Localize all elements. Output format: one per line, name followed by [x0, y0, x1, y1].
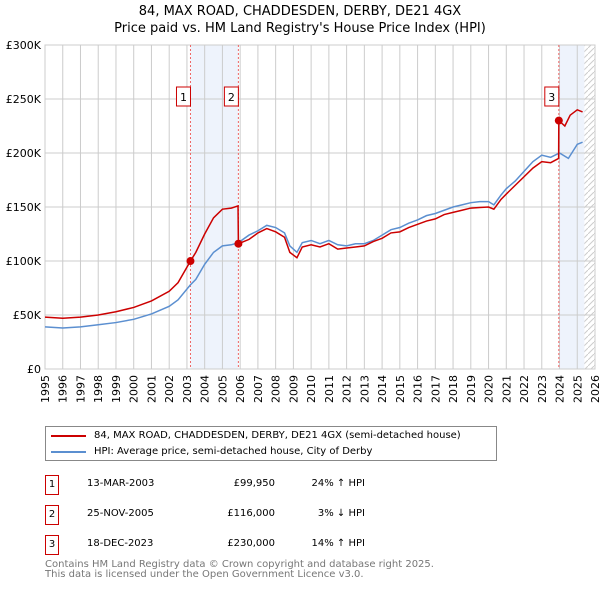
y-tick-label: £300K: [6, 39, 42, 52]
x-tick-label: 2010: [305, 375, 318, 403]
x-tick-label: 2016: [412, 375, 425, 403]
x-tick-label: 2015: [394, 375, 407, 403]
sale-point: [554, 116, 563, 125]
x-tick-label: 2021: [500, 375, 513, 403]
legend: 84, MAX ROAD, CHADDESDEN, DERBY, DE21 4G…: [45, 426, 497, 461]
price-chart: 1995 1996 1997 1998 1999 2000 2001 2002 2003 2004…: [6, 39, 600, 403]
sale-label: 3: [548, 91, 555, 104]
sale-hpi: 24% ↑ HPI: [311, 478, 365, 489]
sale-label-box: [175, 86, 191, 107]
x-tick-label: 2006: [234, 375, 247, 403]
sale-point: [234, 239, 243, 248]
y-tick-label: £0: [27, 363, 41, 376]
legend-property: 84, MAX ROAD, CHADDESDEN, DERBY, DE21 4G…: [94, 430, 461, 441]
sale-badge: 1: [45, 475, 59, 495]
x-tick-label: 2026: [589, 375, 600, 403]
sale-label-box: [544, 86, 560, 107]
x-tick-label: 2025: [571, 375, 584, 403]
sale-price: £230,000: [227, 538, 275, 549]
x-tick-label: 2003: [181, 375, 194, 403]
sale-date: 18-DEC-2023: [87, 538, 154, 549]
legend-red-line: [51, 434, 86, 437]
sale-point: [186, 257, 195, 266]
x-tick-label: 2019: [465, 375, 478, 403]
footer: Contains HM Land Registry data © Crown c…: [45, 560, 434, 580]
x-tick-label: 2001: [145, 375, 158, 403]
sale-price: £99,950: [233, 478, 275, 489]
x-tick-label: 1997: [74, 375, 87, 403]
sale-hpi: 3% ↓ HPI: [317, 508, 365, 519]
x-tick-label: 2017: [429, 375, 442, 403]
x-tick-label: 1999: [110, 375, 123, 403]
x-tick-label: 1998: [92, 375, 105, 403]
sale-date: 13-MAR-2003: [87, 478, 155, 489]
sale-badge: 2: [45, 505, 59, 525]
x-tick-label: 2024: [554, 375, 567, 403]
x-tick-label: 2004: [199, 375, 212, 403]
property-line: [44, 108, 583, 319]
x-tick-label: 2005: [216, 375, 229, 403]
legend-blue-line: [51, 450, 86, 453]
x-tick-label: 2013: [358, 375, 371, 403]
x-tick-label: 2018: [447, 375, 460, 403]
chart-title: 84, MAX ROAD, CHADDESDEN, DERBY, DE21 4G…: [138, 4, 462, 19]
hpi-line: [44, 141, 583, 329]
x-tick-label: 2008: [270, 375, 283, 403]
x-tick-label: 2014: [376, 375, 389, 403]
chart-subtitle: Price paid vs. HM Land Registry's House …: [114, 21, 486, 36]
x-tick-label: 2009: [287, 375, 300, 403]
x-tick-label: 1996: [57, 375, 70, 403]
x-tick-label: 2007: [252, 375, 265, 403]
x-tick-label: 2020: [483, 375, 496, 403]
x-tick-label: 1995: [39, 375, 52, 403]
y-tick-label: £200K: [6, 147, 42, 160]
sale-label: 2: [228, 91, 235, 104]
y-tick-label: £50K: [13, 309, 42, 322]
x-tick-label: 2000: [128, 375, 141, 403]
y-tick-label: £100K: [6, 255, 42, 268]
sale-hpi: 14% ↑ HPI: [311, 538, 365, 549]
x-tick-label: 2023: [536, 375, 549, 403]
legend-hpi: HPI: Average price, semi-detached house,…: [94, 446, 373, 457]
sale-label: 1: [180, 91, 187, 104]
footer-line1: Contains HM Land Registry data © Crown c…: [45, 559, 434, 570]
sale-badge: 3: [45, 535, 59, 555]
footer-line2: This data is licensed under the Open Gov…: [45, 569, 364, 580]
sale-label-box: [223, 86, 239, 107]
y-tick-label: £150K: [6, 201, 42, 214]
sale-price: £116,000: [227, 508, 275, 519]
x-tick-label: 2002: [163, 375, 176, 403]
y-tick-label: £250K: [6, 93, 42, 106]
x-tick-label: 2022: [518, 375, 531, 403]
x-tick-label: 2012: [341, 375, 354, 403]
plot-border: [44, 44, 596, 370]
x-tick-label: 2011: [323, 375, 336, 403]
sale-date: 25-NOV-2005: [87, 508, 154, 519]
